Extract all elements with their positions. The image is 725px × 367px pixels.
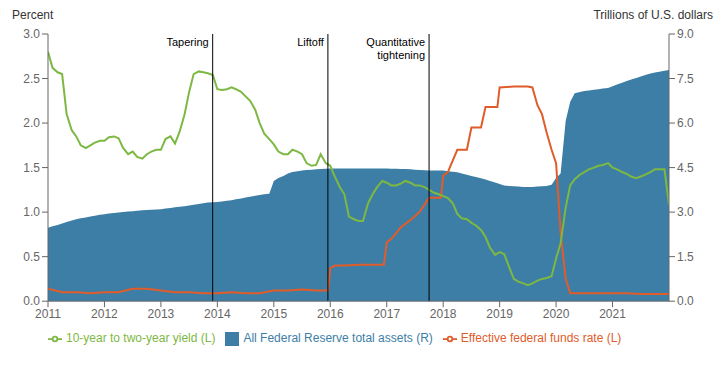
svg-text:2016: 2016 bbox=[317, 307, 344, 321]
html-text:Effective federal funds rate (: Effective federal funds rate (L) bbox=[460, 331, 622, 346]
svg-text:6.0: 6.0 bbox=[677, 116, 694, 130]
svg-text:1.5: 1.5 bbox=[677, 250, 694, 264]
svg-text:4.5: 4.5 bbox=[677, 161, 694, 175]
svg-text:1.5: 1.5 bbox=[23, 161, 40, 175]
svg-text:2018: 2018 bbox=[430, 307, 457, 321]
html-text:10-year to two-year yield (L): 10-year to two-year yield (L) bbox=[66, 331, 216, 346]
svg-text:0.0: 0.0 bbox=[23, 294, 40, 308]
svg-text:0.5: 0.5 bbox=[23, 250, 40, 264]
svg-text:0.0: 0.0 bbox=[677, 294, 694, 308]
html-text:Percent: Percent bbox=[12, 8, 54, 22]
svg-text:2015: 2015 bbox=[260, 307, 287, 321]
svg-text:Tapering: Tapering bbox=[166, 36, 208, 48]
svg-text:1.0: 1.0 bbox=[23, 205, 40, 219]
svg-text:2017: 2017 bbox=[373, 307, 400, 321]
svg-text:Quantitativetightening: Quantitativetightening bbox=[366, 36, 425, 61]
svg-text:2011: 2011 bbox=[35, 307, 61, 321]
svg-text:2013: 2013 bbox=[148, 307, 175, 321]
svg-text:2012: 2012 bbox=[91, 307, 118, 321]
svg-text:Liftoff: Liftoff bbox=[297, 36, 325, 48]
html-text:Trillions of U.S. dollars: Trillions of U.S. dollars bbox=[593, 8, 713, 22]
svg-text:2020: 2020 bbox=[543, 307, 570, 321]
svg-text:2.0: 2.0 bbox=[23, 116, 40, 130]
html-text:All Federal Reserve total asse: All Federal Reserve total assets (R) bbox=[243, 331, 433, 346]
svg-text:3.0: 3.0 bbox=[23, 27, 40, 41]
svg-text:2.5: 2.5 bbox=[23, 72, 40, 86]
svg-text:7.5: 7.5 bbox=[677, 72, 694, 86]
svg-text:2019: 2019 bbox=[486, 307, 513, 321]
svg-text:3.0: 3.0 bbox=[677, 205, 694, 219]
svg-text:2014: 2014 bbox=[204, 307, 231, 321]
svg-text:9.0: 9.0 bbox=[677, 27, 694, 41]
svg-text:2021: 2021 bbox=[599, 307, 626, 321]
